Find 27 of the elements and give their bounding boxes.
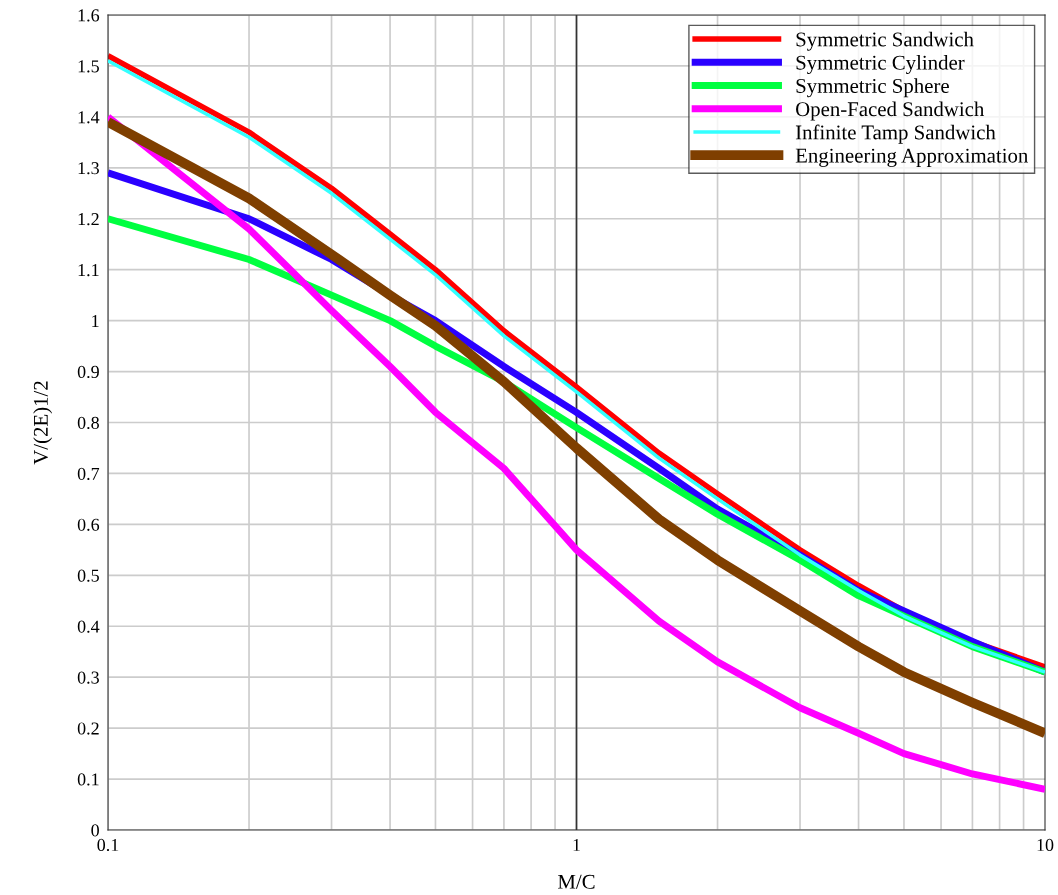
y-tick-label: 0.2 (77, 722, 99, 735)
y-tick-label: 0.8 (77, 416, 99, 430)
x-axis-title: M/C (557, 874, 595, 889)
y-tick-label: 0.1 (77, 773, 99, 786)
legend-label: Symmetric Sphere (796, 78, 949, 98)
y-axis-title: V/(2E)1/2 (33, 381, 53, 465)
legend-label: Open-Faced Sandwich (796, 101, 985, 121)
y-tick-label: 0.6 (77, 518, 100, 531)
y-tick-label: 0.3 (77, 671, 99, 684)
legend-label: Symmetric Cylinder (796, 55, 965, 74)
y-tick-label: 0.7 (77, 467, 100, 480)
legend-label: Symmetric Sandwich (796, 31, 974, 51)
x-tick-label: 1 (573, 838, 580, 851)
y-tick-label: 1.1 (78, 264, 99, 277)
y-tick-label: 1.4 (78, 111, 100, 124)
legend-label: Infinite Tamp Sandwich (795, 124, 996, 144)
y-tick-label: 1.2 (78, 213, 99, 226)
y-tick-label: 1 (92, 314, 99, 327)
y-tick-label: 1.6 (78, 9, 100, 22)
x-tick-label: 10 (1037, 838, 1054, 852)
legend-label: Engineering Approximation (795, 148, 1029, 167)
y-tick-label: 0 (91, 824, 99, 837)
y-tick-label: 0.5 (77, 569, 99, 582)
y-tick-label: 1.5 (78, 60, 99, 73)
y-tick-label: 0.4 (77, 620, 100, 633)
y-tick-label: 1.3 (78, 162, 99, 175)
y-tick-label: 0.9 (77, 365, 99, 379)
